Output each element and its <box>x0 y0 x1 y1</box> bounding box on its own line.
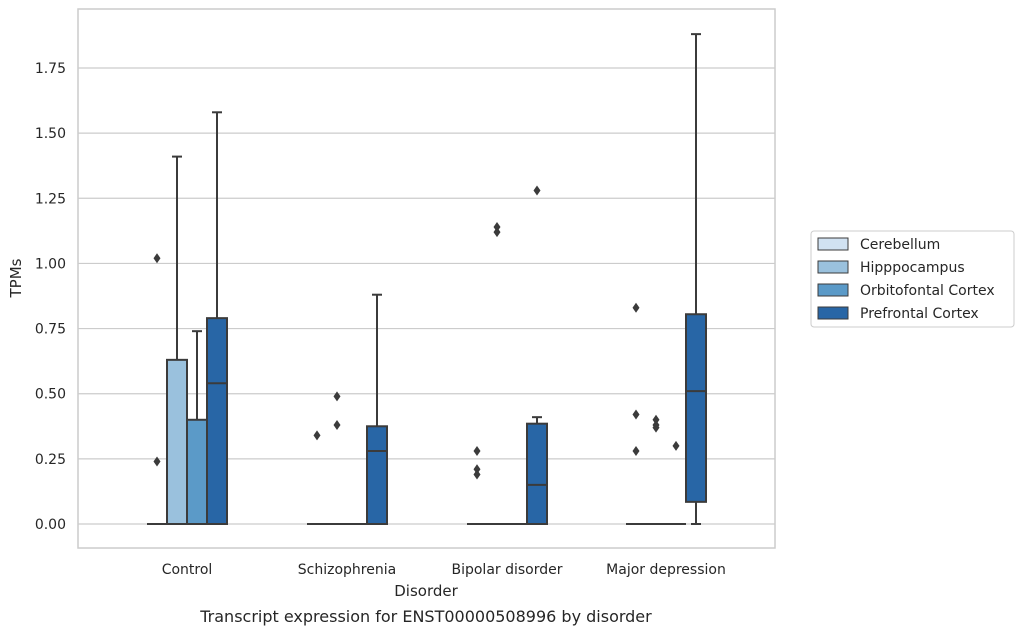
y-tick-label: 1.00 <box>35 256 66 272</box>
y-tick-label: 0.50 <box>35 387 66 403</box>
outlier-point <box>652 419 660 430</box>
legend-swatch <box>817 260 849 274</box>
box-prefrontal-cortex <box>685 33 707 525</box>
x-tick-label: Control <box>162 562 213 578</box>
outlier-point <box>333 419 341 430</box>
y-tick-label: 0.25 <box>35 452 66 468</box>
x-tick-label: Bipolar disorder <box>451 562 562 578</box>
x-axis-title: Disorder <box>394 582 458 600</box>
box-cerebellum <box>147 253 167 525</box>
outlier-point <box>493 221 501 232</box>
box-hipppocampus <box>166 155 188 525</box>
outlier-point <box>652 414 660 425</box>
y-tick-label: 1.75 <box>35 61 66 77</box>
outlier-point <box>493 227 501 238</box>
box-prefrontal-cortex <box>366 293 388 525</box>
y-tick-label: 0.00 <box>35 517 66 533</box>
y-tick-label: 1.50 <box>35 126 66 142</box>
plot-boxes <box>147 33 707 525</box>
box-prefrontal-cortex <box>206 111 228 525</box>
outlier-point <box>533 185 541 196</box>
outlier-point <box>473 446 481 457</box>
y-tick-label: 0.75 <box>35 322 66 338</box>
y-axis-title: TPMs <box>7 258 25 298</box>
outlier-point <box>632 446 640 457</box>
legend-label: Cerebellum <box>860 237 940 253</box>
outlier-point <box>153 253 161 264</box>
legend-frame <box>810 230 1015 328</box>
x-tick-label: Schizophrenia <box>298 562 396 578</box>
x-tick-labels: Control Schizophrenia Bipolar disorder Majo… <box>162 562 726 578</box>
box-orbitofontal-cortex <box>666 440 686 525</box>
plot-area-frame <box>77 8 776 549</box>
box-iqr <box>166 358 188 525</box>
outlier-point <box>473 464 481 475</box>
box-cerebellum <box>626 302 646 525</box>
legend: Cerebellum Hipppocampus Orbitofontal Corte… <box>810 230 1015 328</box>
box-iqr <box>526 422 548 525</box>
box-iqr <box>186 418 208 525</box>
x-tick-label: Major depression <box>606 562 726 578</box>
legend-swatch <box>817 237 849 251</box>
outlier-point <box>672 440 680 451</box>
y-tick-label: 1.25 <box>35 191 66 207</box>
box-hipppocampus <box>327 391 347 525</box>
legend-swatch <box>817 283 849 297</box>
box-iqr <box>206 317 228 525</box>
box-orbitofontal-cortex <box>186 330 208 525</box>
box-prefrontal-cortex <box>526 185 548 525</box>
box-cerebellum <box>307 430 327 525</box>
legend-label: Hipppocampus <box>860 260 965 276</box>
outlier-point <box>473 469 481 480</box>
box-iqr <box>366 425 388 525</box>
box-hipppocampus <box>487 221 507 525</box>
legend-swatch <box>817 306 849 320</box>
box-hipppocampus <box>646 414 666 525</box>
outlier-point <box>632 302 640 313</box>
legend-label: Orbitofontal Cortex <box>860 283 995 299</box>
chart-caption: Transcript expression for ENST0000050899… <box>199 607 652 626</box>
outlier-point <box>632 409 640 420</box>
outlier-point <box>313 430 321 441</box>
box-cerebellum <box>467 446 487 525</box>
legend-label: Prefrontal Cortex <box>860 306 979 322</box>
y-tick-labels: 0.00 0.25 0.50 0.75 1.00 1.25 1.50 1.75 <box>35 61 66 533</box>
outlier-point <box>153 456 161 467</box>
box-iqr <box>685 313 707 503</box>
outlier-point <box>333 391 341 402</box>
